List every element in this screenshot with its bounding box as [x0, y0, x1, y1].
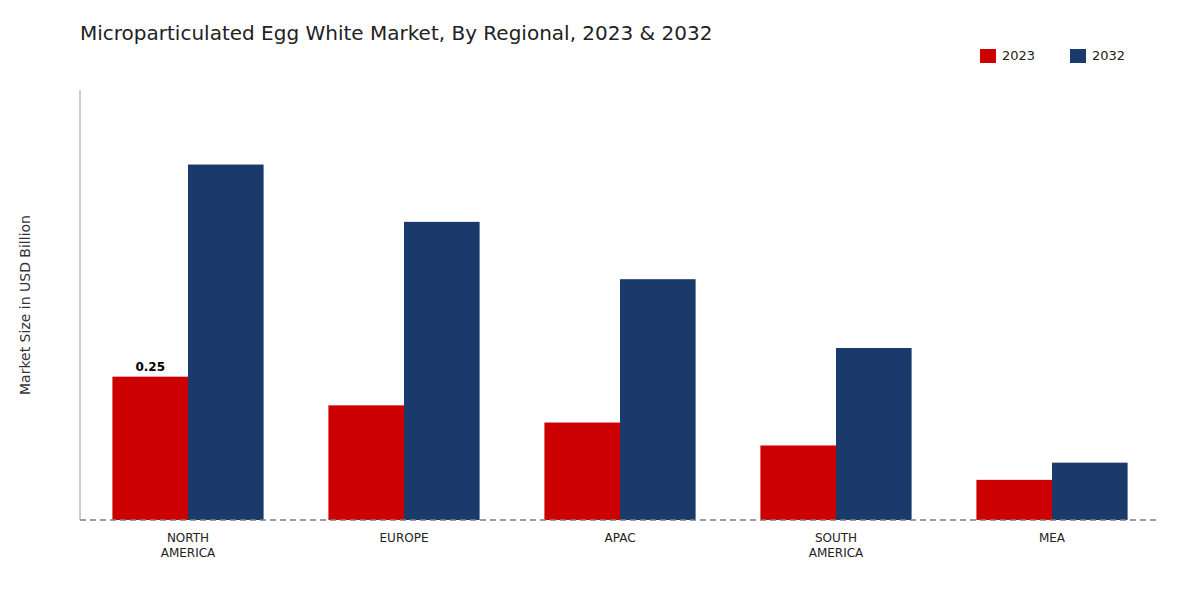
bar [836, 348, 912, 520]
legend-swatch [980, 49, 996, 63]
bar [1052, 463, 1128, 520]
bar [620, 279, 696, 520]
x-tick-label-line: AMERICA [809, 546, 864, 560]
bar [976, 480, 1052, 520]
x-tick-label: NORTHAMERICA [161, 531, 216, 560]
chart-svg: Microparticulated Egg White Market, By R… [0, 0, 1200, 600]
x-tick-label-line: EUROPE [380, 531, 429, 545]
x-tick-label-line: SOUTH [815, 531, 857, 545]
bar [404, 222, 480, 520]
legend: 2023 2032 [980, 48, 1125, 63]
chart-container: Microparticulated Egg White Market, By R… [0, 0, 1200, 600]
baseline [80, 519, 1160, 521]
x-tick-label: EUROPE [380, 531, 429, 545]
x-tick-label-line: APAC [604, 531, 635, 545]
x-tick-label-line: MEA [1039, 531, 1066, 545]
bar [112, 377, 188, 520]
bar [328, 405, 404, 520]
x-tick-label: APAC [604, 531, 635, 545]
x-tick-label-line: AMERICA [161, 546, 216, 560]
legend-label: 2023 [1002, 48, 1035, 63]
y-axis-line [80, 90, 81, 520]
legend-swatch [1070, 49, 1086, 63]
x-tick-label: SOUTHAMERICA [809, 531, 864, 560]
title: Microparticulated Egg White Market, By R… [80, 21, 712, 45]
bar [544, 423, 620, 520]
bar [760, 445, 836, 520]
annotation: 0.25 [135, 360, 165, 374]
bars [112, 165, 1127, 520]
x-tick-label: MEA [1039, 531, 1066, 545]
x-tick-label-line: NORTH [167, 531, 209, 545]
y-axis-label: Market Size in USD Billion [17, 215, 33, 395]
legend-label: 2032 [1092, 48, 1125, 63]
bar [188, 165, 264, 520]
